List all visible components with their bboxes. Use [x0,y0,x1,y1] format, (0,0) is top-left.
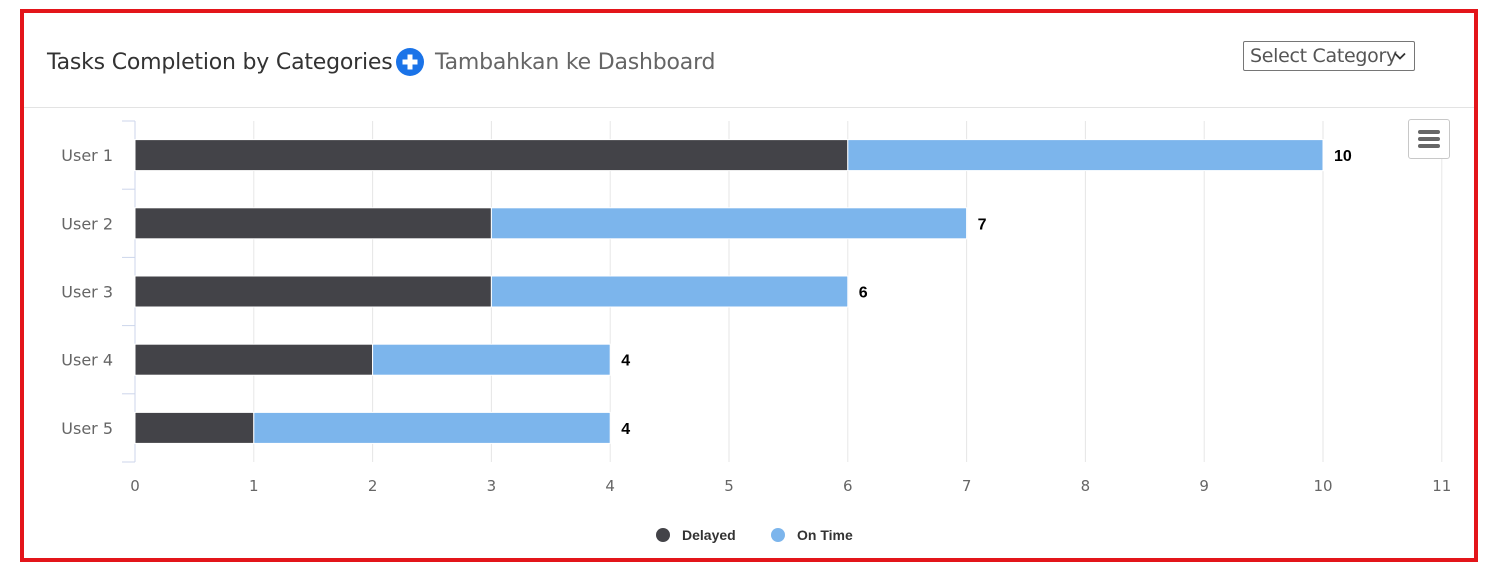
category-label: User 5 [61,419,113,438]
hamburger-menu-icon [1418,130,1440,134]
x-tick-label: 2 [368,477,378,495]
legend-item-on-time: On Time [797,527,853,543]
category-label: User 2 [61,214,113,233]
plus-circle-icon [396,48,424,76]
add-to-dashboard-label: Tambahkan ke Dashboard [435,49,716,75]
bar-delayed [134,275,492,308]
chart-menu-button[interactable] [1408,119,1450,159]
x-tick-label: 9 [1199,477,1209,495]
add-to-dashboard-button[interactable]: Tambahkan ke Dashboard [396,47,716,77]
category-label: User 4 [61,351,113,370]
bar-delayed [134,411,255,444]
stacked-bar-chart: User 1 10 User 2 7 User 3 6 User 4 4 User 5 4 0 1 2 3… [61,120,1451,543]
legend-item-delayed-marker [656,528,670,542]
bar-on-time [490,275,849,308]
bar-delayed [134,207,492,240]
hamburger-line [1418,137,1440,141]
bar-on-time [253,411,611,444]
chevron-down-icon [1394,52,1406,60]
bar-on-time [490,207,968,240]
x-tick-label: 7 [962,477,972,495]
category-label: User 3 [61,283,113,302]
category-select-label: Select Category [1250,45,1397,67]
x-tick-label: 8 [1081,477,1091,495]
category-select[interactable]: Select Category [1243,41,1415,71]
x-tick-label: 4 [605,477,615,495]
x-tick-label: 11 [1432,477,1451,495]
x-tick-label: 10 [1313,477,1332,495]
category-label: User 1 [61,146,113,165]
chart-panel: Tasks Completion by Categories Tambahkan… [20,9,1478,562]
legend-item-on-time-marker [771,528,785,542]
hamburger-line [1418,144,1440,148]
x-tick-label: 0 [130,477,140,495]
x-tick-label: 1 [249,477,259,495]
x-tick-label: 5 [724,477,734,495]
total-data-label: 4 [621,353,630,370]
panel-title: Tasks Completion by Categories [47,50,393,75]
total-data-label: 4 [621,421,630,438]
panel-header: Tasks Completion by Categories Tambahkan… [24,13,1474,108]
bar-delayed [134,343,374,376]
x-tick-label: 3 [487,477,497,495]
bar-delayed [134,139,849,172]
total-data-label: 6 [859,285,868,302]
total-data-label: 7 [978,216,987,233]
bar-on-time [372,343,611,376]
legend-item-delayed: Delayed [682,527,736,543]
bar-on-time [847,139,1324,172]
x-tick-label: 6 [843,477,853,495]
total-data-label: 10 [1334,148,1352,165]
